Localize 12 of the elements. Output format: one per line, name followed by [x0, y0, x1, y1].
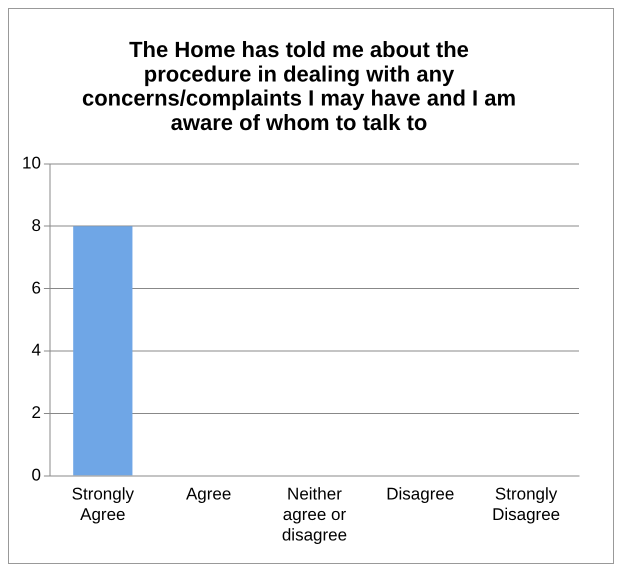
x-tick-label: Strongly Agree [72, 484, 134, 524]
y-tick-label: 0 [31, 465, 41, 484]
y-tick-label: 10 [22, 153, 41, 172]
x-tick-label: Agree [186, 484, 232, 504]
y-tick-label: 4 [31, 340, 41, 360]
x-tick-label: Neither agree or disagree [282, 484, 348, 544]
y-tick-label: 8 [31, 216, 41, 235]
y-tick-label: 2 [31, 403, 41, 422]
x-tick-label: Disagree [386, 484, 454, 504]
x-tick-label: Strongly Disagree [492, 484, 560, 524]
chart-title: The Home has told me about the procedure in dealing with any concerns/complaints I may have and I am aware of whom to talk to [82, 37, 516, 135]
y-tick-label: 6 [31, 278, 41, 298]
